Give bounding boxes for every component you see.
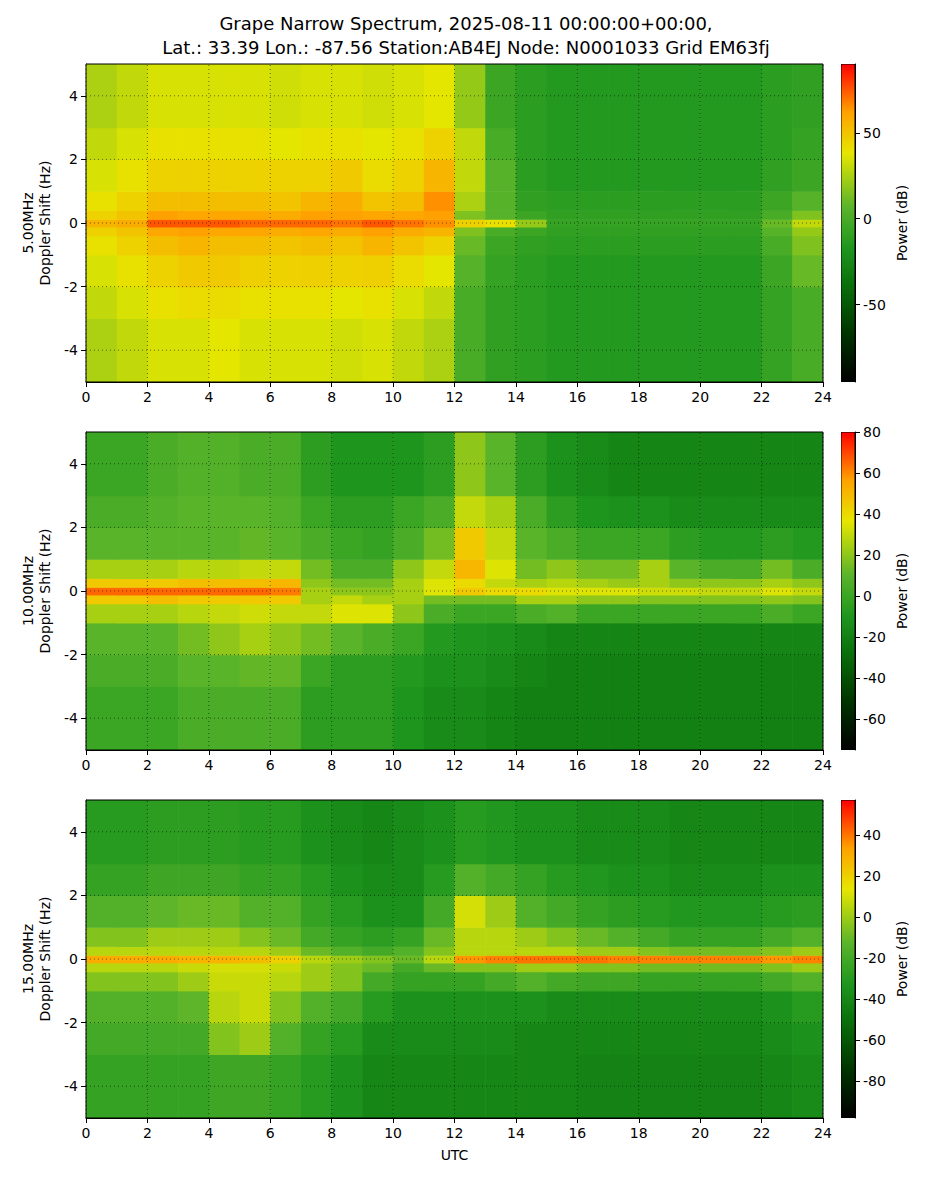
svg-text:18: 18 (630, 389, 648, 405)
svg-text:4: 4 (204, 389, 213, 405)
svg-text:8: 8 (327, 1125, 336, 1141)
svg-text:22: 22 (753, 1125, 771, 1141)
svg-text:80: 80 (863, 424, 881, 440)
svg-text:2: 2 (143, 389, 152, 405)
svg-text:10: 10 (384, 1125, 402, 1141)
svg-text:-2: -2 (64, 279, 78, 295)
svg-text:0: 0 (69, 583, 78, 599)
svg-text:6: 6 (266, 389, 275, 405)
svg-text:22: 22 (753, 389, 771, 405)
svg-text:-20: -20 (863, 950, 886, 966)
svg-text:0: 0 (82, 757, 91, 773)
svg-text:-4: -4 (64, 342, 78, 358)
svg-text:2: 2 (69, 887, 78, 903)
svg-text:20: 20 (691, 1125, 709, 1141)
svg-text:12: 12 (446, 389, 464, 405)
svg-text:-80: -80 (863, 1073, 886, 1089)
svg-text:5.00MHz: 5.00MHz (20, 192, 36, 253)
svg-text:12: 12 (446, 1125, 464, 1141)
svg-text:0: 0 (863, 588, 872, 604)
svg-text:-20: -20 (863, 629, 886, 645)
svg-text:60: 60 (863, 465, 881, 481)
svg-text:18: 18 (630, 1125, 648, 1141)
svg-text:14: 14 (507, 1125, 525, 1141)
svg-text:16: 16 (568, 389, 586, 405)
svg-text:6: 6 (266, 1125, 275, 1141)
svg-text:6: 6 (266, 757, 275, 773)
svg-text:-4: -4 (64, 710, 78, 726)
svg-text:-4: -4 (64, 1078, 78, 1094)
svg-text:0: 0 (82, 389, 91, 405)
svg-text:14: 14 (507, 389, 525, 405)
svg-text:0: 0 (863, 211, 872, 227)
svg-text:0: 0 (69, 951, 78, 967)
svg-text:Doppler Shift (Hz): Doppler Shift (Hz) (37, 897, 53, 1022)
svg-text:Doppler Shift (Hz): Doppler Shift (Hz) (37, 161, 53, 286)
svg-text:0: 0 (69, 215, 78, 231)
svg-text:UTC: UTC (441, 1147, 469, 1163)
svg-text:-2: -2 (64, 647, 78, 663)
svg-text:24: 24 (814, 1125, 832, 1141)
svg-text:Power (dB): Power (dB) (894, 185, 910, 261)
svg-text:15.00MHz: 15.00MHz (20, 924, 36, 994)
svg-text:-60: -60 (863, 1032, 886, 1048)
svg-text:40: 40 (863, 506, 881, 522)
svg-text:50: 50 (863, 125, 881, 141)
svg-text:2: 2 (69, 519, 78, 535)
svg-text:Doppler Shift (Hz): Doppler Shift (Hz) (37, 529, 53, 654)
svg-text:16: 16 (568, 1125, 586, 1141)
svg-text:12: 12 (446, 757, 464, 773)
svg-text:24: 24 (814, 757, 832, 773)
svg-text:4: 4 (69, 456, 78, 472)
svg-text:4: 4 (204, 1125, 213, 1141)
svg-text:Power (dB): Power (dB) (894, 553, 910, 629)
svg-text:40: 40 (863, 827, 881, 843)
svg-text:0: 0 (863, 909, 872, 925)
svg-text:4: 4 (69, 88, 78, 104)
svg-text:20: 20 (863, 868, 881, 884)
svg-text:24: 24 (814, 389, 832, 405)
svg-text:22: 22 (753, 757, 771, 773)
svg-text:16: 16 (568, 757, 586, 773)
svg-text:20: 20 (863, 547, 881, 563)
svg-text:10: 10 (384, 757, 402, 773)
svg-text:8: 8 (327, 757, 336, 773)
svg-text:8: 8 (327, 389, 336, 405)
svg-text:-50: -50 (863, 297, 886, 313)
svg-text:2: 2 (143, 757, 152, 773)
svg-text:-2: -2 (64, 1015, 78, 1031)
svg-text:10: 10 (384, 389, 402, 405)
svg-text:18: 18 (630, 757, 648, 773)
svg-text:2: 2 (69, 151, 78, 167)
svg-text:-40: -40 (863, 670, 886, 686)
svg-text:2: 2 (143, 1125, 152, 1141)
svg-text:14: 14 (507, 757, 525, 773)
svg-text:20: 20 (691, 389, 709, 405)
svg-text:4: 4 (69, 824, 78, 840)
svg-text:4: 4 (204, 757, 213, 773)
svg-text:10.00MHz: 10.00MHz (20, 556, 36, 626)
svg-text:-60: -60 (863, 711, 886, 727)
svg-text:20: 20 (691, 757, 709, 773)
svg-text:Lat.: 33.39 Lon.: -87.56 Stati: Lat.: 33.39 Lon.: -87.56 Station:AB4EJ N… (162, 37, 770, 58)
svg-text:-40: -40 (863, 991, 886, 1007)
svg-text:0: 0 (82, 1125, 91, 1141)
svg-text:Power (dB): Power (dB) (894, 921, 910, 997)
svg-text:Grape Narrow Spectrum, 2025-08: Grape Narrow Spectrum, 2025-08-11 00:00:… (219, 13, 712, 34)
